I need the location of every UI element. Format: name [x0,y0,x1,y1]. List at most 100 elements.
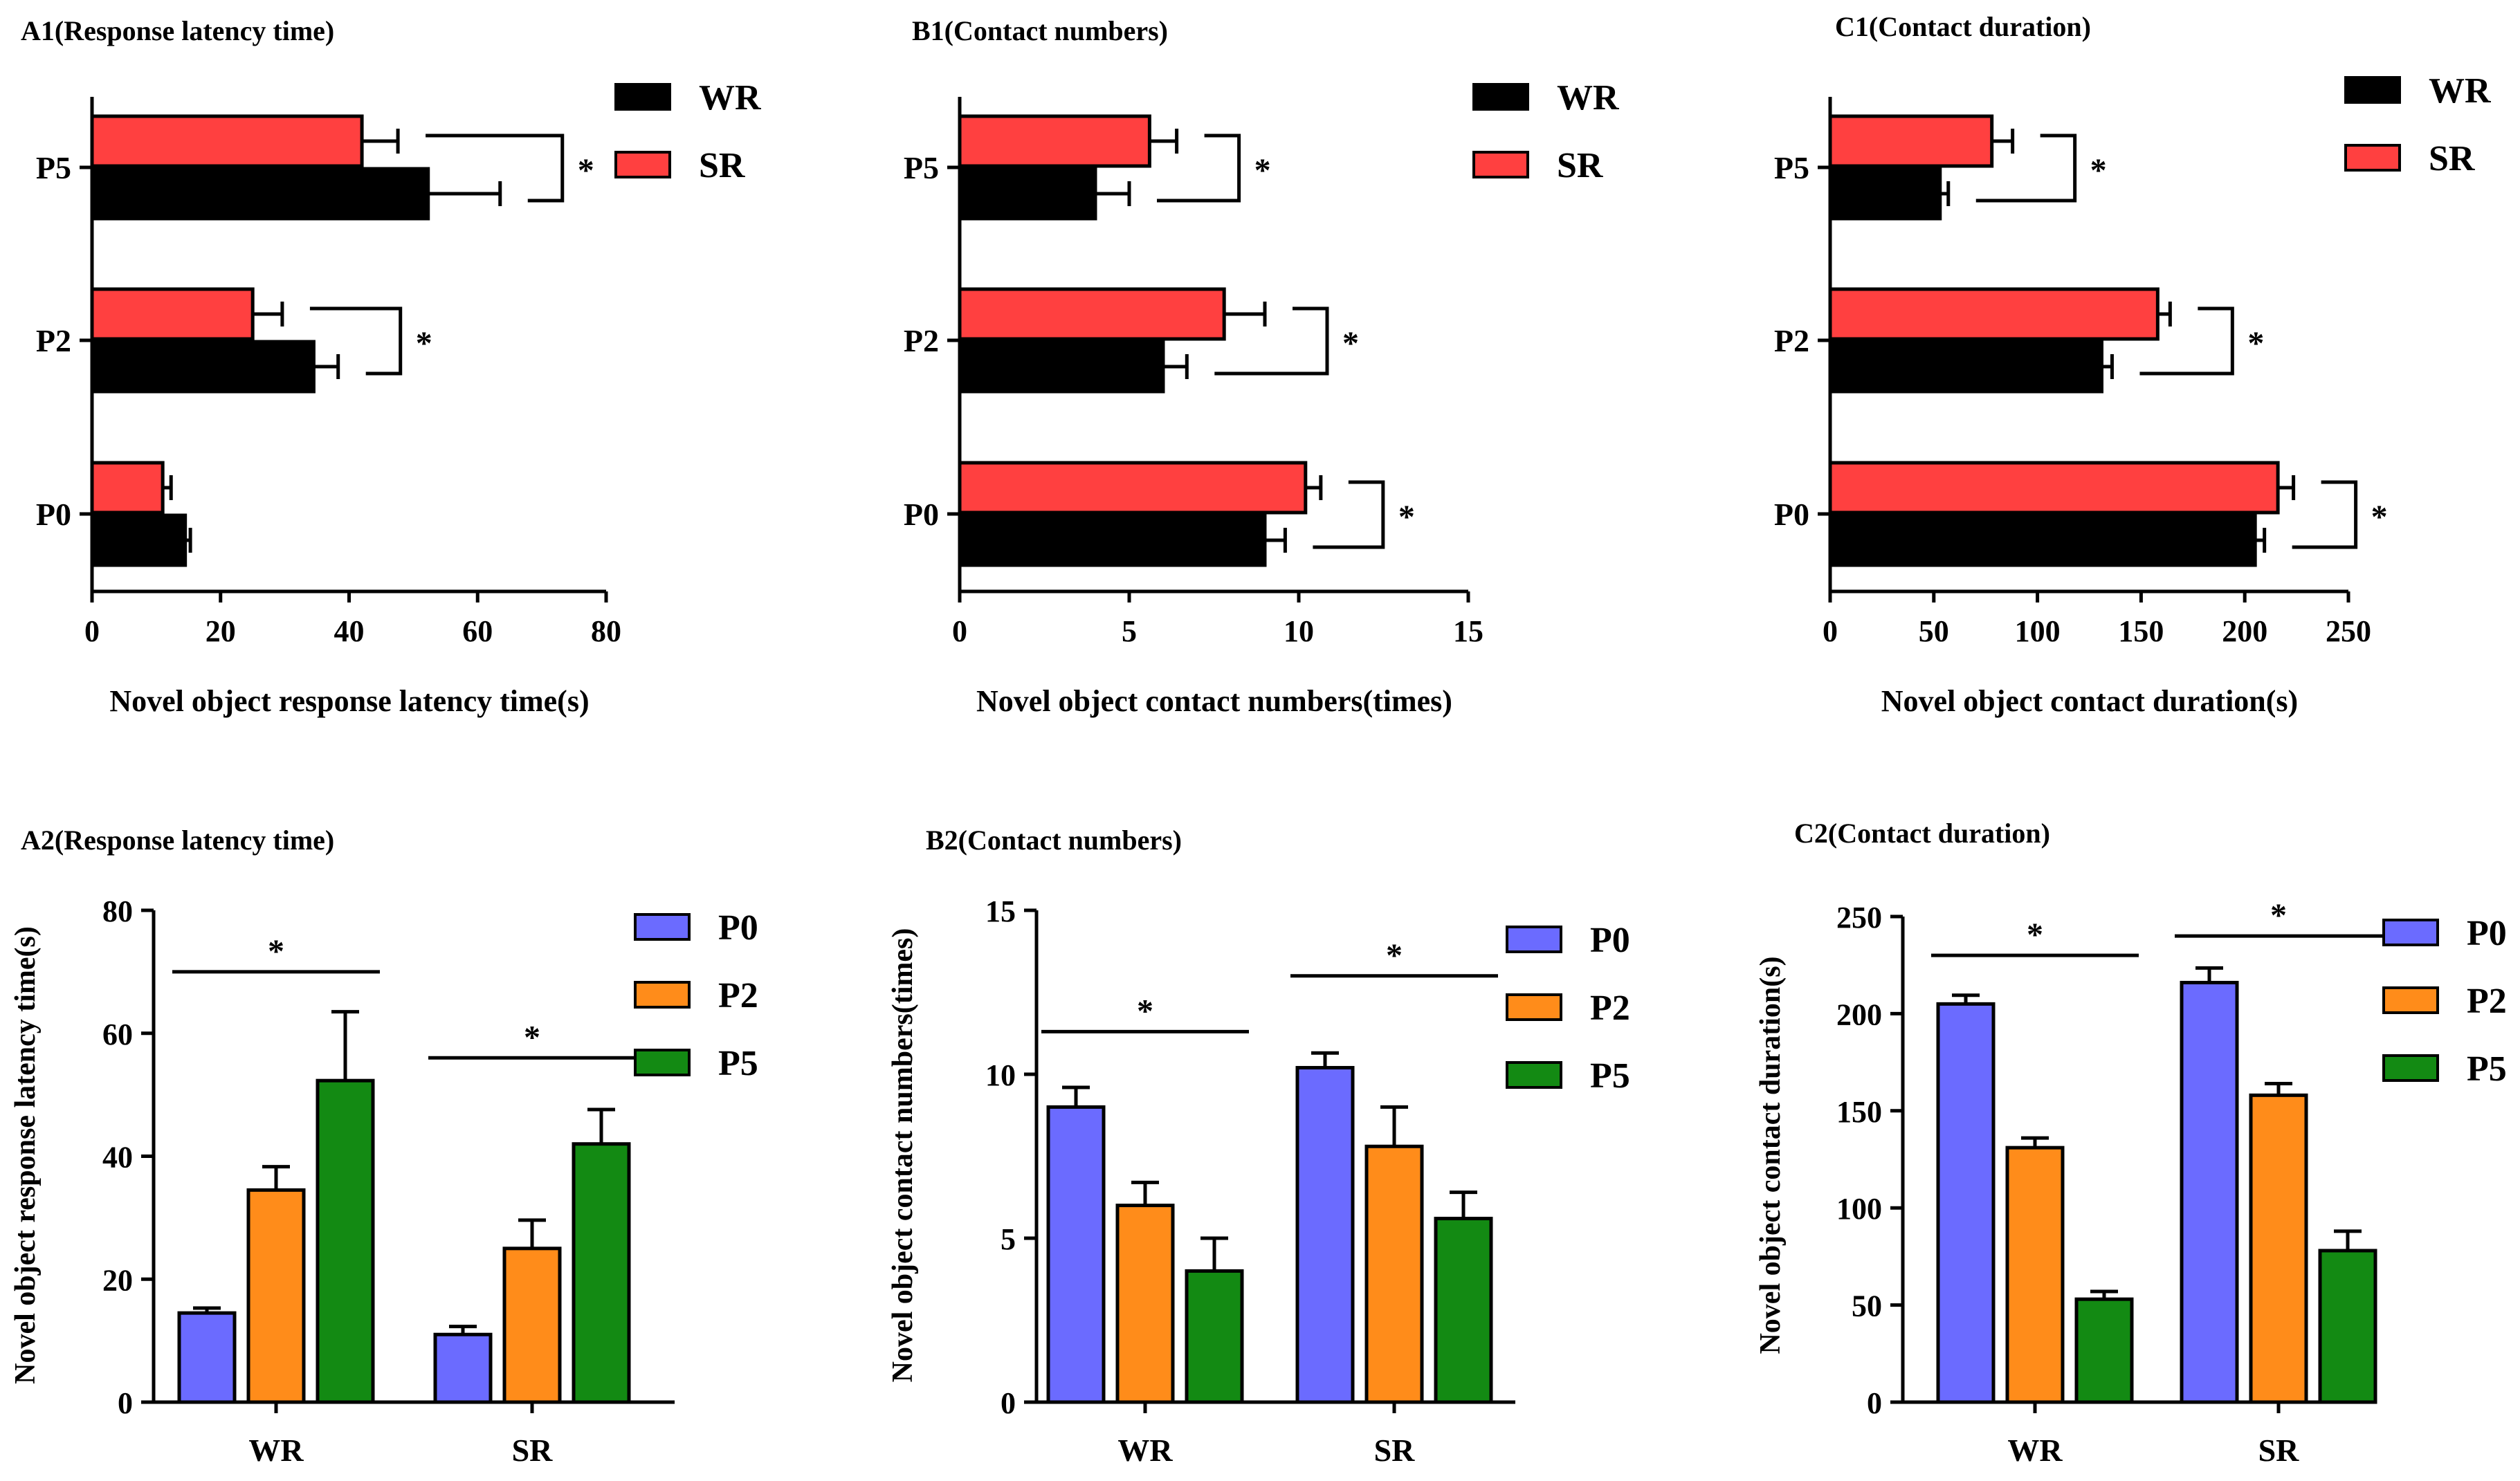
legend-swatch-p5 [1506,1061,1562,1089]
legend-label-p5: P5 [718,1044,758,1083]
bar-wr-p2 [1828,340,2103,394]
bar-p5-wr [2074,1297,2134,1404]
significance-bracket: * [2292,480,2388,549]
y-tick-label: 50 [1852,1289,1882,1323]
bracket-line [1214,306,1329,376]
significance-bracket: * [1975,134,2107,203]
legend-swatch-p2 [1506,993,1562,1021]
legend-label-p2: P2 [1590,988,1630,1028]
bar-wr-p5 [958,167,1097,221]
y-tick-label: P5 [1774,150,1809,185]
legend-swatch-wr [2344,76,2401,104]
significance-star: * [1137,993,1153,1029]
x-tick-label: 200 [2222,614,2267,648]
chart-a2: A2(Response latency time) 0 20 40 60 80 Novel … [10,825,758,1468]
legend-label-sr: SR [699,146,746,185]
x-tick-label: 40 [334,614,365,648]
y-tick-label: 100 [1836,1192,1882,1226]
x-tick-label: 0 [1823,614,1838,648]
significance-star: * [1254,152,1271,189]
legend-swatch-p0 [634,913,691,941]
bar-sr-p2 [1828,287,2160,341]
y-tick-label: 40 [102,1141,133,1175]
significance-star: * [2090,152,2107,189]
bar-p0-wr [1046,1105,1106,1404]
bracket-line [1157,134,1241,203]
x-tick-label: SR [2258,1433,2300,1468]
y-tick-label: P2 [904,323,939,358]
chart-title: B1(Contact numbers) [912,15,1168,46]
bracket-line [309,306,403,376]
x-tick-label: WR [1117,1433,1173,1468]
bar-sr-p2 [90,287,255,341]
x-tick-label: 100 [2015,614,2061,648]
legend-label-wr: WR [2429,71,2492,111]
x-tick-label: 5 [1122,614,1137,648]
bar-sr-p0 [958,461,1308,515]
x-tick-label: 60 [462,614,493,648]
y-tick-label: 250 [1836,901,1882,935]
x-tick-label: SR [512,1433,554,1468]
significance-line: * [1041,993,1249,1033]
x-tick-label: 150 [2118,614,2164,648]
y-tick-label: P5 [36,150,71,185]
significance-bracket: * [2139,306,2264,376]
significance-star: * [2247,325,2264,362]
significance-star: * [1398,499,1415,535]
significance-bracket: * [1214,306,1359,376]
legend-swatch-p2 [634,981,691,1009]
legend-label-wr: WR [699,78,762,118]
significance-line: * [428,1019,636,1060]
bar-p5-wr [316,1078,375,1404]
legend-label-wr: WR [1557,78,1620,118]
bar-sr-p0 [1828,461,2280,515]
bar-sr-p5 [958,114,1151,168]
y-tick-label: 15 [985,894,1016,928]
bar-sr-p5 [1828,114,1994,168]
x-tick-label: WR [2007,1433,2063,1468]
legend-swatch-p0 [1506,926,1562,953]
y-tick-label: 5 [1001,1222,1016,1256]
legend-label-sr: SR [2429,139,2476,178]
significance-bracket: * [426,134,594,203]
chart-c2: C2(Contact duration) 0 50 100 150 200 250 Novel… [1755,818,2507,1468]
chart-a1: A1(Response latency time) 0 20 40 60 80 Novel … [21,15,762,718]
legend-label-sr: SR [1557,146,1604,185]
x-tick-label: 15 [1453,614,1483,648]
bar-p0-sr [2180,980,2239,1404]
x-tick-label: 0 [952,614,967,648]
significance-line: * [172,933,380,974]
bar-p0-sr [1295,1066,1355,1404]
bar-p2-sr [1364,1144,1424,1404]
bracket-line [1313,480,1385,549]
bar-p5-sr [1434,1217,1493,1404]
legend-swatch-p5 [634,1049,691,1076]
bar-p0-wr [1936,1002,1996,1404]
significance-line: * [1931,917,2139,957]
significance-star: * [416,325,432,362]
x-axis-label: Novel object contact duration(s) [1881,684,2298,718]
significance-star: * [2270,897,2287,934]
y-tick-label: P0 [1774,497,1809,532]
y-axis-label: Novel object response latency time(s) [10,926,42,1384]
x-axis-label: Novel object contact numbers(times) [976,684,1452,718]
legend: WR SR [2344,71,2492,178]
bracket-line [2292,480,2358,549]
bar-p2-wr [1115,1204,1175,1404]
bar-wr-p5 [1828,167,1942,221]
legend-label-p0: P0 [1590,921,1630,960]
bar-sr-p0 [90,461,165,515]
legend-swatch-p5 [2382,1054,2439,1082]
legend-label-p0: P0 [718,908,758,948]
significance-line: * [1290,937,1498,978]
x-tick-label: 0 [84,614,100,648]
bar-p2-sr [502,1247,562,1404]
legend-swatch-wr [614,83,671,111]
significance-star: * [524,1019,540,1056]
legend-swatch-sr [614,151,671,178]
x-tick-label: 80 [591,614,621,648]
bar-wr-p2 [90,340,316,394]
significance-star: * [268,933,284,970]
